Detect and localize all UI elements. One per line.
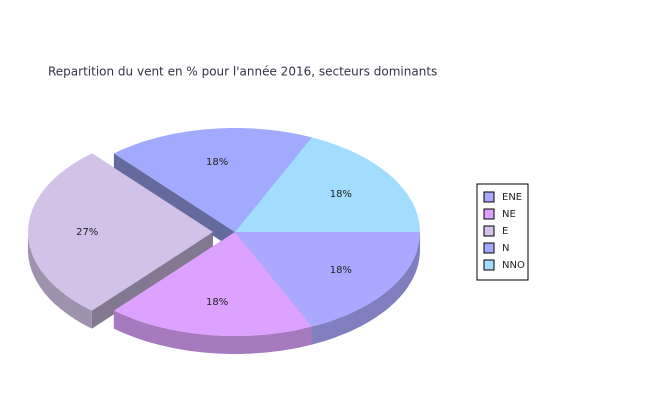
slice-wall xyxy=(91,232,213,329)
slice xyxy=(113,128,312,232)
value-label: 27% xyxy=(76,227,98,238)
legend-swatch xyxy=(483,259,495,271)
slice-side xyxy=(28,232,92,329)
value-label: 18% xyxy=(330,189,352,200)
legend-label: NNO xyxy=(502,260,525,271)
legend-label: N xyxy=(502,243,509,254)
legend-label: NE xyxy=(502,209,516,220)
slice xyxy=(235,232,420,327)
legend-swatch xyxy=(483,208,495,220)
slice xyxy=(235,137,420,232)
slice-wall xyxy=(113,153,235,250)
legend-swatch xyxy=(483,225,495,237)
value-label: 18% xyxy=(330,265,352,276)
slice-side xyxy=(311,232,420,345)
value-label: 18% xyxy=(206,157,228,168)
value-label: 18% xyxy=(206,297,228,308)
legend-swatch xyxy=(483,242,495,254)
legend-swatch xyxy=(483,191,495,203)
slice xyxy=(28,153,213,311)
legend-label: E xyxy=(502,226,508,237)
chart-title: Repartition du vent en % pour l'année 20… xyxy=(48,65,437,79)
slice xyxy=(113,232,312,336)
legend-label: ENE xyxy=(502,192,522,203)
slice-side xyxy=(113,310,312,354)
